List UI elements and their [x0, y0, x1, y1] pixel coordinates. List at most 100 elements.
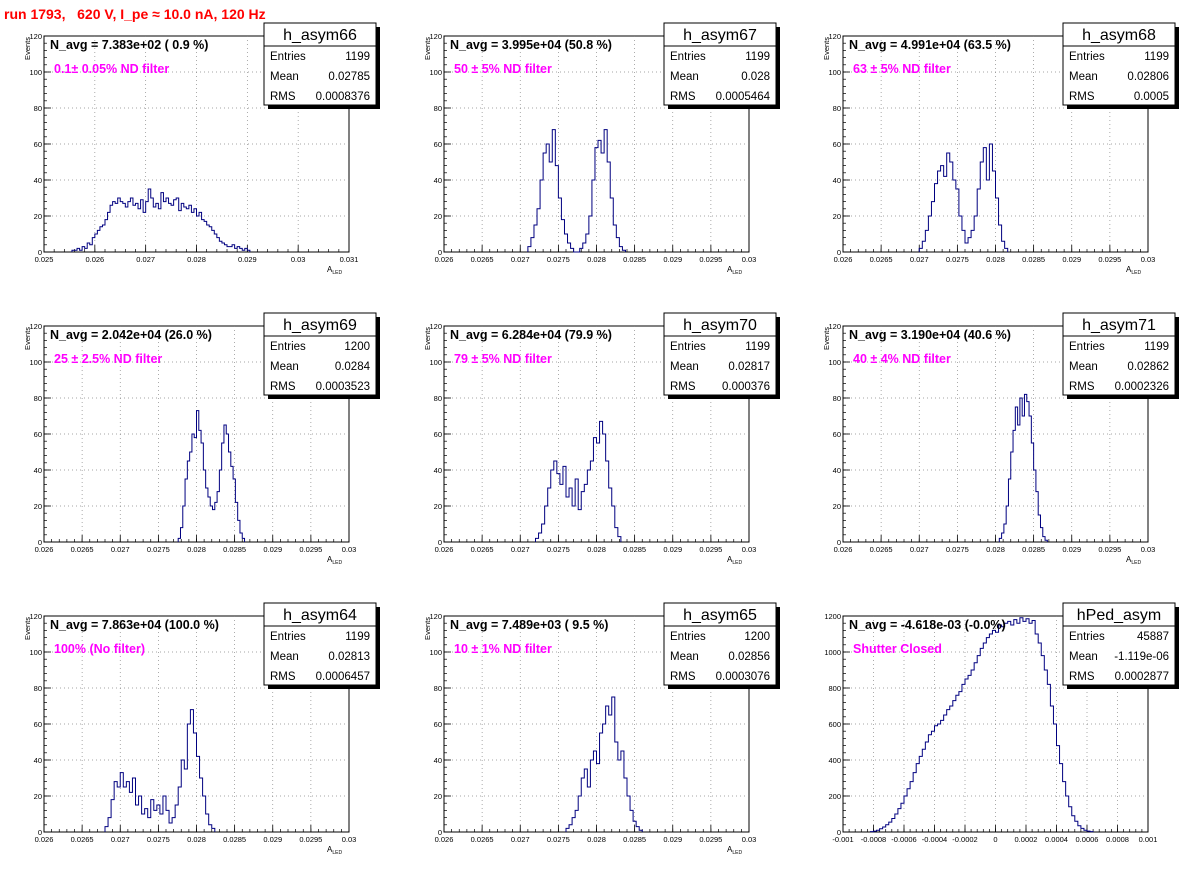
page-title: run 1793, 620 V, I_pe ≈ 10.0 nA, 120 Hz: [4, 6, 266, 22]
x-tick-label: -0.0002: [952, 835, 977, 844]
stats-entries-label: Entries: [270, 341, 306, 353]
x-tick-label: 0: [993, 835, 997, 844]
x-tick-label: 0.0275: [547, 255, 570, 264]
x-tick-label: 0.027: [136, 255, 155, 264]
x-tick-label: 0.0275: [946, 545, 969, 554]
x-tick-label: 0.026: [435, 255, 454, 264]
x-tick-label: 0.026: [35, 545, 54, 554]
x-tick-label: 0.029: [1062, 545, 1081, 554]
x-axis-label-subscript: LED: [332, 270, 342, 276]
x-tick-label: 0.027: [511, 255, 530, 264]
stats-rms-label: RMS: [270, 671, 296, 683]
y-axis-label: Events: [423, 327, 432, 350]
x-axis-label-subscript: LED: [732, 270, 742, 276]
navg-label: N_avg = 4.991e+04 (63.5 %): [849, 38, 1011, 52]
histogram-line: [177, 410, 246, 542]
stats-entries-value: 1199: [1144, 51, 1169, 63]
x-tick-label: 0.029: [263, 545, 282, 554]
stats-rms-value: 0.0002877: [1115, 671, 1169, 683]
x-tick-label: 0.0275: [147, 835, 170, 844]
filter-label: 50 ± 5% ND filter: [454, 62, 552, 76]
histogram-name: h_asym70: [683, 317, 757, 334]
x-tick-label: 0.031: [340, 255, 359, 264]
y-axis-label: Events: [423, 37, 432, 60]
x-tick-label: -0.0006: [891, 835, 916, 844]
stats-rms-label: RMS: [1069, 381, 1095, 393]
x-tick-label: 0.028: [587, 545, 606, 554]
x-tick-label: 0.026: [435, 545, 454, 554]
stats-mean-label: Mean: [270, 651, 299, 663]
x-tick-label: 0.0285: [623, 255, 646, 264]
x-tick-label: 0.0285: [623, 545, 646, 554]
histogram-panel-h_asym64: 0.026 0.0265 0.027 0.0275 0.028 0.0285 0.029 0.…: [23, 602, 380, 856]
stats-box: [1062, 312, 1176, 396]
x-tick-label: 0.03: [1141, 255, 1156, 264]
x-axis-label: ALED: [1126, 555, 1141, 566]
x-tick-label: 0.026: [35, 835, 54, 844]
y-tick-label: 80: [833, 104, 841, 113]
x-tick-label: 0.0285: [223, 545, 246, 554]
filter-label: 0.1± 0.05% ND filter: [54, 62, 169, 76]
x-axis-label-main: A: [1126, 555, 1132, 564]
stats-box: [1062, 22, 1176, 106]
y-tick-label: 80: [34, 104, 42, 113]
x-tick-label: 0.029: [663, 255, 682, 264]
x-tick-label: 0.027: [511, 545, 530, 554]
stats-rms-value: 0.0008376: [316, 91, 370, 103]
y-tick-label: 80: [833, 394, 841, 403]
y-tick-label: 60: [434, 430, 442, 439]
y-tick-label: 80: [34, 394, 42, 403]
y-tick-label: 100: [828, 358, 841, 367]
histogram-line: [535, 420, 622, 542]
histogram-panel-hPed_asym: -0.001 -0.0008 -0.0006 -0.0004 -0.0002 0 0.000…: [824, 602, 1179, 844]
y-tick-label: 40: [434, 466, 442, 475]
stats-entries-value: 1199: [345, 631, 370, 643]
y-tick-label: 60: [34, 430, 42, 439]
y-tick-label: 0: [837, 828, 841, 837]
y-tick-label: 120: [29, 612, 42, 621]
stats-entries-label: Entries: [1069, 631, 1105, 643]
stats-rms-value: 0.0005464: [716, 91, 771, 103]
x-axis-label-main: A: [327, 265, 333, 274]
stats-entries-value: 45887: [1137, 631, 1169, 643]
x-tick-label: 0.0008: [1106, 835, 1129, 844]
y-tick-label: 0: [438, 538, 442, 547]
y-tick-label: 0: [38, 248, 42, 257]
stats-entries-label: Entries: [1069, 341, 1105, 353]
x-tick-label: 0.0275: [547, 545, 570, 554]
x-axis-label: ALED: [327, 845, 342, 856]
x-tick-label: 0.0285: [623, 835, 646, 844]
stats-rms-label: RMS: [1069, 91, 1095, 103]
x-tick-label: 0.03: [742, 255, 757, 264]
x-tick-label: 0.0285: [1022, 255, 1045, 264]
y-tick-label: 40: [434, 176, 442, 185]
y-tick-label: 1000: [824, 648, 841, 657]
stats-mean-label: Mean: [670, 361, 699, 373]
x-tick-label: 0.0265: [471, 835, 494, 844]
x-tick-label: 0.0006: [1076, 835, 1099, 844]
y-tick-label: 0: [438, 828, 442, 837]
histogram-line: [565, 696, 643, 832]
x-tick-label: 0.029: [1062, 255, 1081, 264]
navg-label: N_avg = -4.618e-03 (-0.0%): [849, 618, 1006, 632]
stats-box: [1062, 602, 1176, 686]
x-tick-label: 0.03: [1141, 545, 1156, 554]
stats-rms-label: RMS: [270, 91, 296, 103]
histogram-panel-h_asym70: 0.026 0.0265 0.027 0.0275 0.028 0.0285 0.029 0.…: [423, 312, 780, 566]
x-tick-label: 0.03: [342, 835, 357, 844]
y-tick-label: 0: [837, 538, 841, 547]
stats-rms-label: RMS: [670, 381, 696, 393]
y-axis-label: Events: [23, 327, 32, 350]
y-tick-label: 100: [29, 648, 42, 657]
y-tick-label: 60: [434, 140, 442, 149]
x-tick-label: 0.0295: [299, 835, 322, 844]
x-tick-label: -0.001: [832, 835, 853, 844]
stats-box: [663, 312, 777, 396]
histogram-name: h_asym66: [283, 27, 357, 44]
y-tick-label: 40: [34, 176, 42, 185]
y-tick-label: 80: [434, 104, 442, 113]
histogram-name: h_asym68: [1082, 27, 1156, 44]
x-tick-label: 0.0275: [547, 835, 570, 844]
stats-entries-label: Entries: [670, 51, 706, 63]
filter-label: 25 ± 2.5% ND filter: [54, 352, 162, 366]
